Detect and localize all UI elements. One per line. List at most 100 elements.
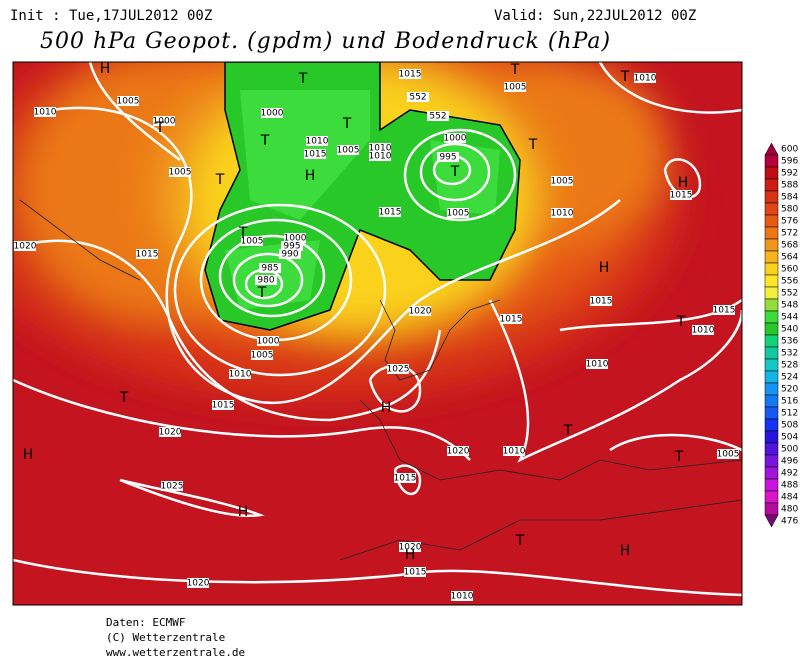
isobar-label-bg bbox=[447, 208, 469, 218]
isobar-label: 1010 bbox=[503, 447, 526, 457]
legend-swatch bbox=[764, 442, 779, 456]
isobar-label-bg bbox=[427, 111, 449, 121]
isobar-label-bg bbox=[404, 567, 426, 577]
legend-level: 476 bbox=[781, 517, 798, 527]
isobar-label: 1025 bbox=[161, 482, 184, 492]
isobar-label: 1010 bbox=[369, 144, 392, 154]
legend-level: 580 bbox=[781, 205, 798, 215]
isobar-label: 995 bbox=[439, 153, 456, 163]
legend-level: 572 bbox=[781, 229, 798, 239]
isobar-label: 1020 bbox=[447, 447, 470, 457]
isobar-label: 1005 bbox=[251, 351, 274, 361]
isobar-label-bg bbox=[369, 143, 391, 153]
legend-swatch bbox=[764, 490, 779, 504]
legend-swatch bbox=[764, 286, 779, 300]
isobar-label-bg bbox=[634, 73, 656, 83]
isobar-label: 1020 bbox=[14, 242, 37, 252]
legend-level: 584 bbox=[781, 193, 798, 203]
legend-level: 600 bbox=[781, 145, 798, 155]
isobar-label-bg bbox=[259, 263, 281, 273]
legend-swatch bbox=[764, 298, 779, 312]
pressure-center: T bbox=[260, 133, 270, 149]
isobar-label-bg bbox=[409, 306, 431, 316]
legend-swatch bbox=[764, 226, 779, 240]
legend-swatch bbox=[764, 382, 779, 396]
isobar-label-bg bbox=[306, 136, 328, 146]
pressure-center: T bbox=[215, 172, 225, 188]
map-title: 500 hPa Geopot. (gpdm) und Bodendruck (h… bbox=[40, 29, 611, 54]
valid-time: Valid: Sun,22JUL2012 00Z bbox=[494, 8, 696, 24]
isobar-label-bg bbox=[387, 364, 409, 374]
isobar-label-bg bbox=[500, 314, 522, 324]
pressure-center: T bbox=[257, 285, 267, 301]
map-frame bbox=[12, 61, 743, 606]
isobar-label-bg bbox=[551, 176, 573, 186]
isobar-label: 1010 bbox=[692, 326, 715, 336]
isobar-label: 1020 bbox=[159, 428, 182, 438]
isobar-label: 1020 bbox=[399, 543, 422, 553]
isobar-label-bg bbox=[153, 116, 175, 126]
isobar-label: 1015 bbox=[500, 315, 523, 325]
pressure-center: H bbox=[678, 175, 689, 191]
legend-swatch bbox=[764, 238, 779, 252]
isobar-label-bg bbox=[586, 359, 608, 369]
pressure-center: T bbox=[528, 137, 538, 153]
isobar-label-bg bbox=[279, 249, 301, 259]
isobar-label-bg bbox=[304, 149, 326, 159]
legend-swatch bbox=[764, 154, 779, 168]
isobar-label-bg bbox=[504, 82, 526, 92]
isobar-label: 1010 bbox=[34, 108, 57, 118]
legend-level: 596 bbox=[781, 157, 798, 167]
isobar-label-bg bbox=[437, 152, 459, 162]
isobar-label: 1015 bbox=[394, 474, 417, 484]
pressure-center: T bbox=[676, 314, 686, 330]
pressure-center: T bbox=[515, 533, 525, 549]
isobar-label: 1020 bbox=[409, 307, 432, 317]
pressure-center: H bbox=[238, 504, 249, 520]
legend-level: 556 bbox=[781, 277, 798, 287]
isobar-label-bg bbox=[399, 542, 421, 552]
isobar-label: 1015 bbox=[399, 70, 422, 80]
isobar-label-bg bbox=[169, 167, 191, 177]
legend-level: 536 bbox=[781, 337, 798, 347]
isobar-label: 1010 bbox=[306, 137, 329, 147]
legend-swatch bbox=[764, 142, 779, 156]
legend-swatch bbox=[764, 370, 779, 384]
legend-level: 492 bbox=[781, 469, 798, 479]
legend-level: 560 bbox=[781, 265, 798, 275]
isobar-label: 552 bbox=[429, 112, 446, 122]
legend-level: 480 bbox=[781, 505, 798, 515]
pressure-center: T bbox=[119, 390, 129, 406]
pressure-center: T bbox=[238, 225, 248, 241]
legend-swatch bbox=[764, 262, 779, 276]
legend-level: 524 bbox=[781, 373, 798, 383]
isobar-label-bg bbox=[159, 427, 181, 437]
legend-level: 588 bbox=[781, 181, 798, 191]
legend-swatch bbox=[764, 346, 779, 360]
isobar-label: 1005 bbox=[551, 177, 574, 187]
isobar-label-bg bbox=[551, 208, 573, 218]
isobar-label: 1000 bbox=[284, 234, 307, 244]
legend-swatch bbox=[764, 310, 779, 324]
isobar-label-bg bbox=[407, 92, 429, 102]
isobar-label-bg bbox=[34, 107, 56, 117]
isobar-label: 1015 bbox=[379, 208, 402, 218]
pressure-center: H bbox=[599, 260, 610, 276]
pressure-center: T bbox=[510, 62, 520, 78]
isobar-label-bg bbox=[444, 133, 466, 143]
pressure-center: H bbox=[100, 61, 111, 77]
legend-level: 528 bbox=[781, 361, 798, 371]
isobar-label: 985 bbox=[261, 264, 278, 274]
isobar-label: 1015 bbox=[713, 306, 736, 316]
legend-swatch bbox=[764, 190, 779, 204]
legend-swatch bbox=[764, 394, 779, 408]
legend-level: 504 bbox=[781, 433, 798, 443]
isobar-label-bg bbox=[670, 190, 692, 200]
pressure-center: T bbox=[620, 69, 630, 85]
isobar-label: 1010 bbox=[634, 74, 657, 84]
isobar-label: 1010 bbox=[451, 592, 474, 602]
isobar-label-bg bbox=[161, 481, 183, 491]
legend-level: 592 bbox=[781, 169, 798, 179]
isobar-label-bg bbox=[717, 449, 739, 459]
